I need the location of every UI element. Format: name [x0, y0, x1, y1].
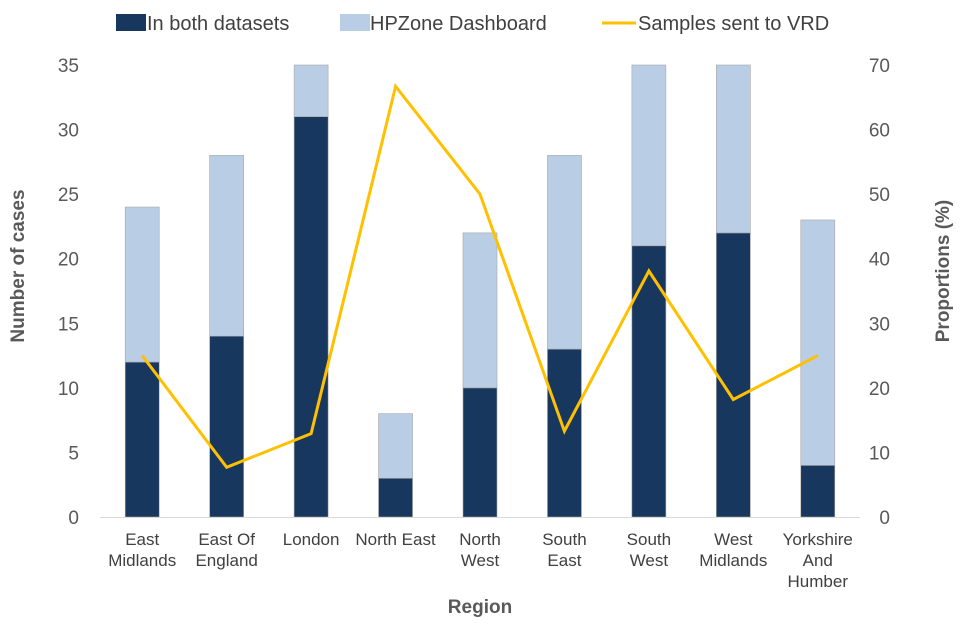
y-tick-label: 25: [58, 185, 79, 206]
x-category-label: London: [283, 530, 340, 549]
x-category-label: West Midlands: [699, 530, 767, 570]
x-category-label: East Midlands: [108, 530, 176, 570]
bar-in-both-datasets: [294, 117, 328, 517]
y2-tick-label: 20: [869, 379, 890, 400]
y2-axis-ticks: 0 10 20 30 40 50 60 70: [869, 56, 890, 529]
x-category-label: Yorkshire And Humber: [783, 530, 853, 591]
bar-in-both-datasets: [379, 478, 413, 517]
x-category-label: South West: [627, 530, 671, 570]
bar-hpzone-dashboard: [294, 65, 328, 117]
bar-hpzone-dashboard: [716, 65, 750, 233]
bar-hpzone-dashboard: [379, 414, 413, 479]
y2-tick-label: 60: [869, 121, 890, 142]
bar-in-both-datasets: [210, 336, 244, 517]
x-category-label: East Of England: [195, 530, 257, 570]
y-tick-label: 5: [68, 443, 79, 464]
y-tick-label: 20: [58, 250, 79, 271]
bar-in-both-datasets: [801, 465, 835, 517]
bar-in-both-datasets: [125, 362, 159, 517]
y2-tick-label: 70: [869, 56, 890, 77]
bar-hpzone-dashboard: [210, 155, 244, 336]
legend-swatch-in-both-datasets: [116, 14, 146, 31]
legend-label: In both datasets: [147, 13, 289, 35]
y-tick-label: 30: [58, 121, 79, 142]
y2-tick-label: 10: [869, 443, 890, 464]
bar-hpzone-dashboard: [463, 233, 497, 388]
y2-tick-label: 30: [869, 314, 890, 335]
bars: [125, 65, 835, 517]
y-axis-ticks: 0 5 10 15 20 25 30 35: [58, 56, 79, 529]
bar-hpzone-dashboard: [632, 65, 666, 246]
y-tick-label: 10: [58, 379, 79, 400]
y-tick-label: 0: [68, 508, 79, 529]
y-tick-label: 15: [58, 314, 79, 335]
bar-hpzone-dashboard: [547, 155, 581, 349]
x-axis-title: Region: [448, 597, 512, 618]
bar-hpzone-dashboard: [125, 207, 159, 362]
legend-label: HPZone Dashboard: [370, 13, 547, 35]
legend-swatch-hpzone-dashboard: [340, 14, 370, 31]
y2-tick-label: 40: [869, 250, 890, 271]
y-axis-title: Number of cases: [8, 189, 29, 342]
x-category-label: South East: [542, 530, 586, 570]
y-tick-label: 35: [58, 56, 79, 77]
bar-in-both-datasets: [716, 233, 750, 517]
x-category-label: North East: [355, 530, 436, 549]
bar-in-both-datasets: [463, 388, 497, 517]
y2-tick-label: 50: [869, 185, 890, 206]
bar-hpzone-dashboard: [801, 220, 835, 465]
y2-tick-label: 0: [879, 508, 890, 529]
x-category-label: North West: [459, 530, 501, 570]
y2-axis-title: Proportions (%): [933, 200, 954, 343]
legend: In both datasets HPZone Dashboard Samples …: [116, 13, 829, 35]
x-axis-categories: East Midlands East Of England London North Ea…: [108, 530, 853, 591]
legend-label: Samples sent to VRD: [638, 13, 829, 35]
